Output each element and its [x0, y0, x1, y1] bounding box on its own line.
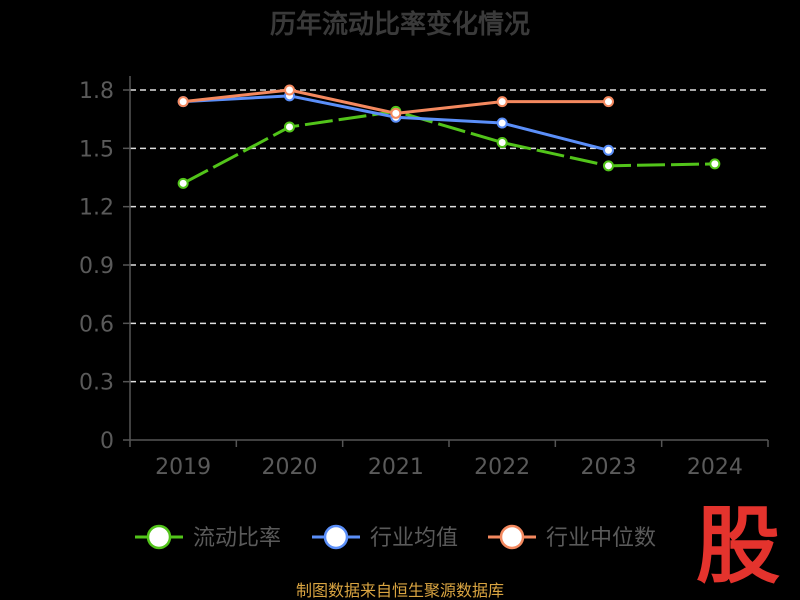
- grid: [130, 89, 768, 383]
- legend-marker: [146, 524, 172, 550]
- data-point[interactable]: [177, 177, 189, 189]
- y-tick-label: 0: [100, 429, 114, 454]
- x-tick-label: 2019: [155, 455, 211, 480]
- brand-logo: 股: [696, 497, 780, 595]
- y-tick-label: 1.8: [79, 79, 114, 104]
- legend-item[interactable]: 流动比率: [135, 524, 281, 551]
- data-point[interactable]: [496, 96, 508, 108]
- y-tick-label: 0.3: [79, 371, 114, 396]
- data-point[interactable]: [603, 144, 614, 156]
- series-line: [182, 109, 715, 185]
- legend-label: 行业均值: [370, 526, 458, 551]
- x-tick-label: 2023: [581, 455, 637, 480]
- source-note: 制图数据来自恒生聚源数据库: [296, 581, 504, 600]
- data-point[interactable]: [603, 96, 614, 108]
- data-point[interactable]: [603, 160, 614, 172]
- legend-marker: [323, 524, 349, 550]
- series-group: [177, 84, 721, 189]
- legend-item[interactable]: 行业均值: [312, 524, 458, 551]
- data-point[interactable]: [496, 137, 508, 148]
- x-tick-label: 2020: [262, 455, 318, 480]
- data-point[interactable]: [709, 158, 721, 170]
- y-tick-label: 1.5: [79, 137, 114, 162]
- data-point[interactable]: [284, 121, 295, 133]
- y-tick-label: 0.9: [79, 254, 114, 279]
- y-tick-label: 1.2: [79, 196, 114, 221]
- chart-title: 历年流动比率变化情况: [270, 9, 530, 40]
- data-point[interactable]: [284, 84, 295, 96]
- legend-item[interactable]: 行业中位数: [488, 524, 656, 551]
- series-line: [183, 94, 609, 152]
- data-point[interactable]: [177, 96, 189, 108]
- x-tick-label: 2021: [368, 455, 424, 480]
- legend-label: 流动比率: [193, 526, 281, 551]
- data-point[interactable]: [390, 107, 402, 119]
- x-tick-label: 2024: [687, 455, 743, 480]
- series-3: [177, 84, 614, 119]
- axes: 0 0.3 0.6 0.9 1.2 1.5 1.8 2019 2020 2021 2022 2023 2…: [79, 76, 769, 480]
- legend[interactable]: 流动比率 行业均值 行业中位数: [135, 524, 656, 551]
- data-point[interactable]: [496, 117, 508, 129]
- x-tick-label: 2022: [474, 455, 530, 480]
- legend-label: 行业中位数: [546, 526, 656, 551]
- y-tick-label: 0.6: [79, 312, 114, 337]
- legend-marker: [499, 524, 525, 550]
